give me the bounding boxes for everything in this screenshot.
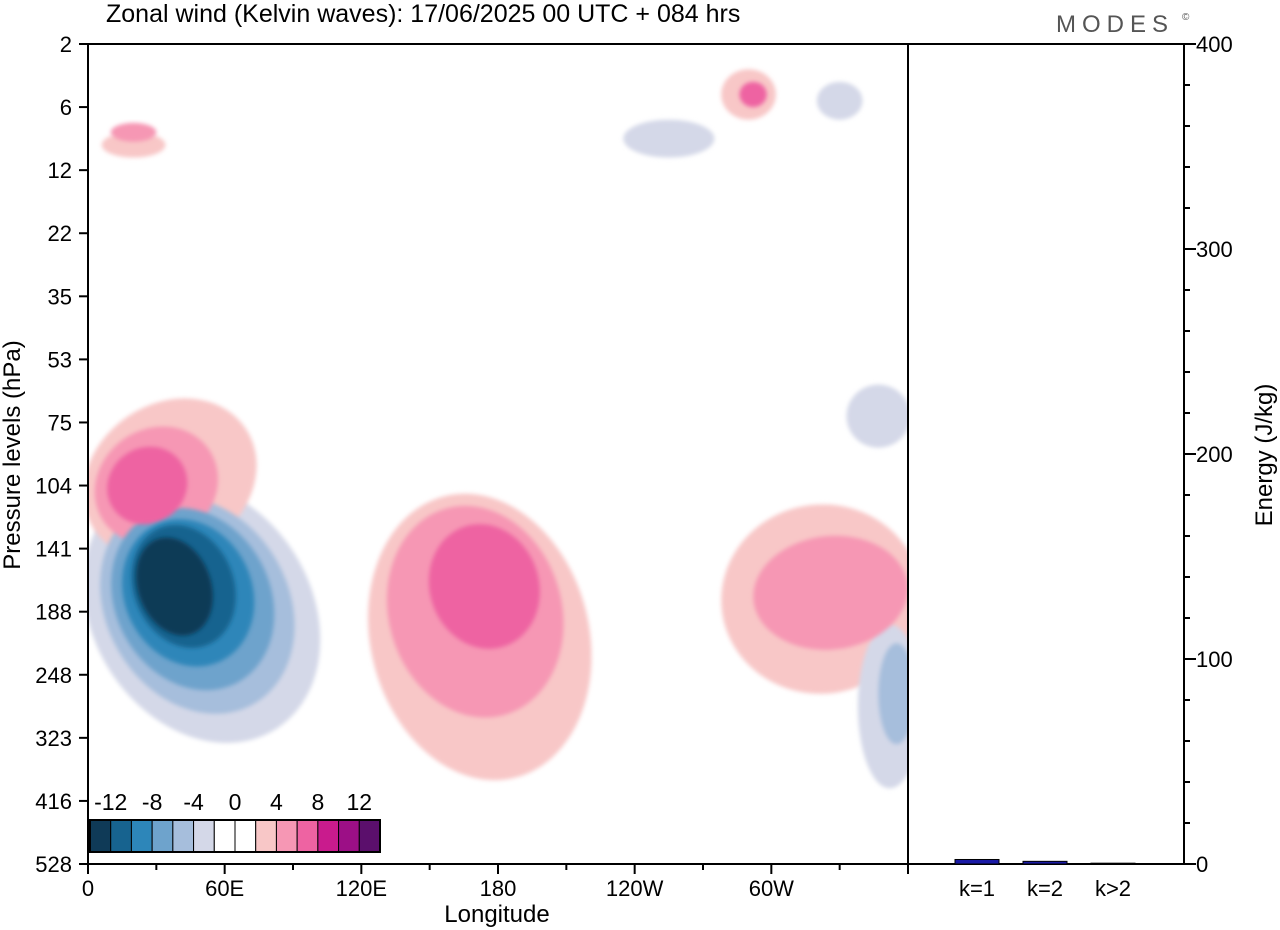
contour-region (816, 81, 863, 120)
contour-region (739, 81, 767, 108)
colorbar-label: 8 (311, 789, 324, 815)
colorbar-label: -12 (94, 789, 127, 815)
heatmap-field (88, 44, 908, 864)
y-tick-label: 104 (35, 474, 72, 499)
energy-tick-label: 200 (1196, 442, 1233, 467)
y-tick-label: 248 (35, 663, 72, 688)
contour-region (428, 524, 540, 649)
contour-region (878, 643, 908, 745)
energy-bar (1090, 862, 1136, 865)
longitude-axis: 0 60E 120E 180 120W 60W (82, 864, 909, 901)
contour-region (372, 53, 555, 98)
x-tick-label: 120E (336, 876, 387, 901)
contour-region (775, 151, 904, 316)
colorbar-swatch (89, 819, 112, 853)
colorbar-label: -8 (142, 789, 162, 815)
y-tick-label: 2 (60, 32, 72, 57)
colorbar-swatch (234, 819, 257, 853)
x-tick-label: 60E (205, 876, 244, 901)
contour-region (420, 334, 448, 385)
y-tick-label: 416 (35, 789, 72, 814)
x-axis-title: Longitude (444, 901, 549, 928)
y-tick-label: 53 (48, 347, 72, 372)
colorbar-swatch (255, 819, 277, 853)
y-tick-label: 12 (48, 158, 72, 183)
colorbar-swatch (296, 819, 319, 853)
y-tick-label: 6 (60, 95, 72, 120)
contour-region (136, 537, 213, 636)
colorbar-swatch (130, 819, 153, 853)
energy-tick-label: 100 (1196, 647, 1233, 672)
contour-region (648, 529, 690, 770)
contour-region (846, 384, 908, 448)
colorbar-label: 4 (270, 789, 283, 815)
colorbar-swatch (275, 819, 298, 853)
x-tick-label: 180 (480, 876, 517, 901)
energy-category-label: k>2 (1095, 876, 1131, 901)
contour-region (762, 794, 826, 864)
colorbar-label: 12 (346, 789, 372, 815)
x-tick-label: 60W (749, 876, 794, 901)
x-tick-label: 120W (606, 876, 664, 901)
contour-region (110, 122, 157, 142)
colorbar-swatch (110, 819, 132, 853)
energy-bar (954, 858, 1000, 865)
energy-tick-label: 0 (1196, 852, 1208, 877)
contour-region (327, 144, 578, 196)
contour-region (274, 334, 312, 385)
colorbar-label: -4 (183, 789, 204, 815)
pressure-axis: 2 6 12 22 35 53 75 104 141 188 248 323 416 528 (35, 32, 88, 877)
x-tick-label: 0 (82, 876, 94, 901)
colorbar-frame (89, 819, 381, 853)
contour-region (465, 380, 622, 465)
chart-title: Zonal wind (Kelvin waves): 17/06/2025 00… (106, 0, 740, 28)
colorbar-swatch (172, 819, 195, 853)
contour-region (88, 44, 248, 82)
energy-category-label: k=1 (959, 876, 995, 901)
colorbar-swatch (358, 819, 381, 853)
y-tick-label: 22 (48, 221, 72, 246)
colorbar-swatch (338, 819, 360, 853)
y-tick-label: 35 (48, 284, 72, 309)
energy-axis-title: Energy (J/kg) (1251, 384, 1278, 527)
brand-logo: MODES (1056, 11, 1174, 38)
contour-region (623, 119, 715, 158)
colorbar-swatch (151, 819, 174, 853)
contour-region (520, 157, 704, 234)
contour-region (107, 446, 188, 525)
contour-region (753, 535, 908, 650)
energy-category-label: k=2 (1027, 876, 1063, 901)
colorbar-swatch (213, 819, 236, 853)
colorbar-label: 0 (229, 789, 242, 815)
y-tick-label: 75 (48, 410, 72, 435)
energy-panel: 0 100 200 300 400 k=1 k=2 k>2 (908, 32, 1233, 901)
brand-mark: © (1182, 12, 1190, 23)
y-tick-label: 528 (35, 852, 72, 877)
energy-tick-label: 300 (1196, 237, 1233, 262)
y-axis-title: Pressure levels (hPa) (0, 340, 26, 569)
y-tick-label: 188 (35, 600, 72, 625)
colorbar-swatch (193, 819, 215, 853)
energy-tick-label: 400 (1196, 32, 1233, 57)
energy-bar (1022, 860, 1068, 865)
contour-region (794, 50, 908, 126)
colorbar-legend: -12 -8 -4 0 4 8 12 (89, 789, 381, 853)
y-tick-label: 323 (35, 726, 72, 751)
contour-region (158, 257, 428, 336)
y-tick-label: 141 (35, 537, 72, 562)
colorbar-swatch (317, 819, 340, 853)
